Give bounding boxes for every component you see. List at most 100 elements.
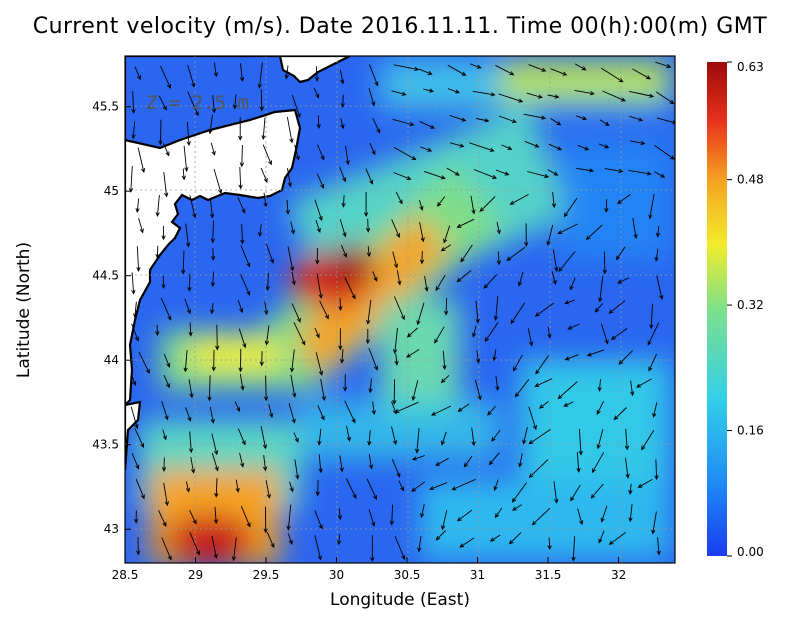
current-vector-arrow bbox=[136, 246, 141, 272]
current-vector-arrow bbox=[557, 223, 578, 235]
current-vector-arrow bbox=[456, 270, 472, 283]
current-vector-arrow bbox=[316, 273, 323, 300]
current-vector-arrow bbox=[564, 354, 579, 361]
y-tick-label: 45 bbox=[104, 184, 119, 198]
current-vector-arrow bbox=[240, 223, 245, 245]
current-vector-arrow bbox=[526, 92, 543, 99]
current-vector-arrow bbox=[266, 531, 275, 549]
current-vector-arrow bbox=[339, 167, 347, 183]
current-vector-arrow bbox=[628, 483, 633, 495]
current-vector-arrow bbox=[342, 374, 348, 392]
current-vector-arrow bbox=[629, 90, 655, 98]
current-vector-arrow bbox=[263, 375, 269, 402]
current-vector-arrow bbox=[372, 117, 381, 134]
current-vector-arrow bbox=[608, 532, 626, 545]
current-vector-arrow bbox=[268, 403, 274, 419]
current-vector-arrow bbox=[346, 425, 351, 442]
current-vector-arrow bbox=[509, 194, 529, 205]
current-vector-arrow bbox=[586, 349, 605, 357]
current-vector-arrow bbox=[163, 482, 170, 507]
current-vector-arrow bbox=[240, 505, 251, 528]
current-vector-arrow bbox=[286, 504, 292, 531]
current-vector-arrow bbox=[479, 196, 496, 213]
depth-label: Z = 2.5 m bbox=[146, 92, 249, 114]
colorbar bbox=[707, 62, 727, 556]
current-vector-arrow bbox=[368, 509, 376, 527]
current-vector-arrow bbox=[557, 381, 578, 400]
current-vector-arrow bbox=[574, 89, 595, 96]
current-vector-arrow bbox=[210, 220, 215, 244]
current-vector-arrow bbox=[628, 504, 633, 523]
current-vector-arrow bbox=[654, 248, 659, 262]
current-vector-arrow bbox=[392, 379, 397, 405]
current-vector-arrow bbox=[131, 272, 136, 295]
current-vector-arrow bbox=[391, 219, 400, 239]
current-vector-arrow bbox=[447, 64, 467, 76]
current-vector-arrow bbox=[436, 196, 446, 207]
current-vector-arrow bbox=[190, 457, 196, 474]
plot-frame bbox=[124, 55, 676, 564]
current-vector-arrow bbox=[257, 224, 263, 238]
current-vector-arrow bbox=[315, 479, 320, 497]
current-vector-arrow bbox=[287, 533, 293, 545]
current-vector-arrow bbox=[131, 323, 139, 342]
current-vector-arrow bbox=[546, 224, 554, 246]
current-vector-arrow bbox=[367, 430, 372, 446]
current-vector-arrow bbox=[262, 455, 268, 472]
current-vector-arrow bbox=[240, 245, 251, 268]
current-vector-arrow bbox=[597, 379, 602, 392]
current-vector-arrow bbox=[215, 324, 220, 351]
x-tick-label: 31.5 bbox=[535, 568, 562, 582]
current-vector-arrow bbox=[238, 167, 243, 190]
current-vector-arrow bbox=[314, 510, 323, 530]
current-vector-arrow bbox=[629, 115, 644, 122]
current-vector-arrow bbox=[363, 192, 369, 218]
current-vector-arrow bbox=[471, 427, 476, 447]
current-vector-arrow bbox=[345, 145, 350, 166]
current-vector-arrow bbox=[547, 326, 552, 339]
current-vector-arrow bbox=[423, 170, 446, 180]
current-vector-arrow bbox=[550, 118, 562, 126]
current-vector-arrow bbox=[314, 199, 323, 222]
current-vector-arrow bbox=[494, 507, 503, 519]
current-vector-arrow bbox=[558, 251, 576, 272]
current-vector-arrow bbox=[651, 511, 657, 535]
current-vector-arrow bbox=[394, 536, 406, 561]
current-vector-arrow bbox=[547, 537, 552, 551]
current-vector-arrow bbox=[648, 353, 658, 372]
current-vector-arrow bbox=[548, 143, 563, 151]
current-vector-arrow bbox=[472, 325, 477, 338]
current-vector-arrow bbox=[440, 375, 450, 384]
current-vector-arrow bbox=[435, 530, 446, 541]
current-vector-arrow bbox=[185, 481, 191, 493]
current-vector-arrow bbox=[392, 327, 398, 355]
current-vector-arrow bbox=[604, 168, 624, 174]
current-vector-arrow bbox=[637, 479, 653, 488]
current-vector-arrow bbox=[344, 277, 356, 300]
current-vector-arrow bbox=[183, 350, 188, 373]
current-vector-arrow bbox=[577, 144, 590, 151]
current-vector-arrow bbox=[339, 219, 347, 238]
current-vector-arrow bbox=[411, 481, 425, 492]
current-vector-arrow bbox=[158, 510, 167, 527]
current-vector-arrow bbox=[527, 328, 534, 347]
current-vector-arrow bbox=[365, 218, 371, 233]
current-vector-arrow bbox=[264, 325, 270, 346]
current-vector-arrow bbox=[163, 374, 170, 389]
current-vector-arrow bbox=[647, 322, 660, 346]
current-vector-arrow bbox=[443, 225, 451, 244]
current-vectors bbox=[128, 61, 675, 563]
current-vector-arrow bbox=[138, 351, 150, 374]
current-vector-arrow bbox=[260, 426, 268, 450]
y-tick-label: 43 bbox=[104, 522, 119, 536]
current-vector-arrow bbox=[259, 89, 264, 112]
current-vector-arrow bbox=[294, 144, 300, 161]
current-vector-arrow bbox=[617, 194, 631, 205]
current-vector-arrow bbox=[187, 273, 192, 292]
current-vector-arrow bbox=[315, 219, 321, 233]
current-vector-arrow bbox=[263, 506, 268, 534]
current-vector-arrow bbox=[514, 378, 530, 398]
current-vector-arrow bbox=[185, 223, 191, 248]
current-vector-arrow bbox=[523, 113, 547, 120]
